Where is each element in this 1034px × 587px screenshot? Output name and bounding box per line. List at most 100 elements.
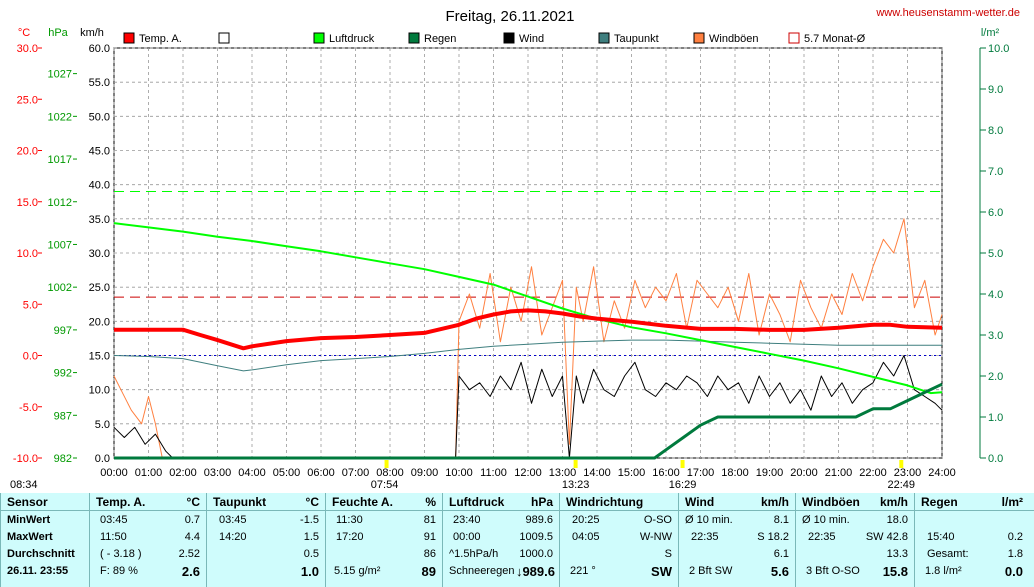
site-url[interactable]: www.heusenstamm-wetter.de <box>875 7 1020 19</box>
wind-dir-max-value: W-NW <box>639 531 672 543</box>
humidity-max-time: 17:20 <box>336 531 364 543</box>
humidity-header: Feuchte A. <box>332 495 393 509</box>
speed-tick-label: 50.0 <box>89 111 110 123</box>
stats-col-pressure: Luftdruck hPa 23:40 989.6 00:00 1009.5 ^… <box>442 493 559 587</box>
time-marker-label: 22:49 <box>888 479 916 491</box>
dew-current-value: 1.0 <box>300 564 319 579</box>
x-tick-label: 12:00 <box>514 467 542 479</box>
x-tick-label: 04:00 <box>238 467 266 479</box>
speed-tick-label: 60.0 <box>89 43 110 55</box>
pressure-unit: hPa <box>48 27 68 39</box>
pressure-tick-label: 1012 <box>48 197 72 209</box>
temp-unit: °C <box>18 27 30 39</box>
rain-tick-label: 7.0 <box>988 166 1003 178</box>
dew-max-value: 1.5 <box>303 531 319 543</box>
humidity-min-value: 81 <box>423 514 436 526</box>
row-label-avg: Durchschnitt <box>7 548 75 560</box>
speed-tick-label: 15.0 <box>89 351 110 363</box>
humidity-current-value: 89 <box>421 564 436 579</box>
sensor-header: Sensor <box>7 495 48 509</box>
legend-swatch <box>598 32 610 44</box>
pressure-header: Luftdruck <box>449 495 505 509</box>
legend-swatch <box>123 32 135 44</box>
speed-tick-label: 10.0 <box>89 385 110 397</box>
x-tick-label: 02:00 <box>169 467 197 479</box>
chart-legend: Temp. A. Luftdruck Regen Wind Taupunkt Windbö… <box>123 32 866 45</box>
temp-foot-label: F: 89 % <box>100 565 138 577</box>
gust-min-label: Ø 10 min. <box>802 514 850 526</box>
gust-header: Windböen <box>802 495 860 509</box>
wind-dir-max-time: 04:05 <box>572 531 600 543</box>
rain-tick-label: 5.0 <box>988 248 1003 260</box>
temp-tick-label: 0.0 <box>23 351 38 363</box>
x-tick-label: 21:00 <box>825 467 853 479</box>
gust-max-value: SW 42.8 <box>865 531 908 543</box>
temp-tick-label: 25.0 <box>17 94 38 106</box>
temp-tick-label: 5.0 <box>23 299 38 311</box>
humidity-avg-value: 86 <box>423 548 436 560</box>
series-regenline <box>114 382 943 460</box>
time-marker <box>573 460 578 468</box>
time-marker-label: 13:23 <box>562 479 590 491</box>
x-tick-label: 07:00 <box>342 467 370 479</box>
dew-max-time: 14:20 <box>219 531 247 543</box>
rain-tick-label: 6.0 <box>988 207 1003 219</box>
speed-tick-label: 35.0 <box>89 214 110 226</box>
series-taupunktline <box>113 339 942 372</box>
x-tick-label: 14:00 <box>583 467 611 479</box>
panel-divider <box>0 510 1034 511</box>
temp-tick-label: -5.0 <box>19 402 38 414</box>
dew-header: Taupunkt <box>213 495 267 509</box>
speed-unit: km/h <box>80 27 104 39</box>
row-label-min: MinWert <box>7 514 51 526</box>
x-tick-label: 18:00 <box>721 467 749 479</box>
series-luftdruckline <box>113 222 943 395</box>
rain-max-value: 0.2 <box>1007 531 1023 543</box>
pressure-forecast: Schneeregen <box>449 565 515 577</box>
pressure-tick-label: 982 <box>54 453 72 465</box>
row-label-max: MaxWert <box>7 531 53 543</box>
rain-tick-label: 4.0 <box>988 289 1003 301</box>
stats-panel: Sensor MinWert MaxWert Durchschnitt 26.1… <box>0 493 1034 587</box>
humidity-unit-label: % <box>425 495 436 509</box>
series-windline <box>113 355 943 459</box>
legend-label: Wind <box>519 33 544 45</box>
legend-label: Temp. A. <box>139 33 182 45</box>
pressure-tick-label: 1002 <box>48 282 72 294</box>
stats-col-wind: Wind km/h Ø 10 min. 8.1 22:35 S 18.2 6.1… <box>678 493 795 587</box>
rain-max-time: 15:40 <box>927 531 955 543</box>
gust-min-value: 18.0 <box>886 514 908 526</box>
x-tick-label: 06:00 <box>307 467 335 479</box>
gust-max-time: 22:35 <box>808 531 836 543</box>
temp-avg-value: 2.52 <box>178 548 200 560</box>
temp-tick-label: 10.0 <box>17 248 38 260</box>
temp-min-time: 03:45 <box>100 514 128 526</box>
dew-min-value: -1.5 <box>300 514 319 526</box>
wind-beaufort: 2 Bft SW <box>689 565 733 577</box>
plot-area: 00:00 01:00 02:00 03:00 04:00 05:00 06:00 07:00… <box>10 43 1009 491</box>
rain-unit-label: l/m² <box>1001 495 1023 509</box>
x-tick-label: 05:00 <box>273 467 301 479</box>
temp-max-value: 4.4 <box>184 531 200 543</box>
wind-current-value: 5.6 <box>770 564 789 579</box>
wind-dir-header: Windrichtung <box>566 495 644 509</box>
rain-tick-label: 9.0 <box>988 84 1003 96</box>
stats-col-temp: Temp. A. °C 03:45 0.7 11:50 4.4 ( - 3.18… <box>89 493 206 587</box>
pressure-min-value: 989.6 <box>525 514 553 526</box>
x-tick-label: 17:00 <box>687 467 715 479</box>
dew-unit-label: °C <box>305 495 319 509</box>
speed-tick-label: 5.0 <box>95 419 110 431</box>
x-tick-label: 20:00 <box>790 467 818 479</box>
rain-header: Regen <box>921 495 958 509</box>
time-marker <box>680 460 685 468</box>
legend-swatch <box>503 32 515 44</box>
wind-dir-degrees: 221 ° <box>570 565 596 577</box>
x-tick-label: 11:00 <box>480 467 507 479</box>
legend-label: Regen <box>424 33 456 45</box>
gust-unit-label: km/h <box>879 495 908 509</box>
pressure-min-time: 23:40 <box>453 514 481 526</box>
x-tick-label: 22:00 <box>859 467 887 479</box>
rain-tick-label: 1.0 <box>988 412 1003 424</box>
speed-tick-label: 30.0 <box>89 248 110 260</box>
pressure-max-value: 1009.5 <box>519 531 553 543</box>
